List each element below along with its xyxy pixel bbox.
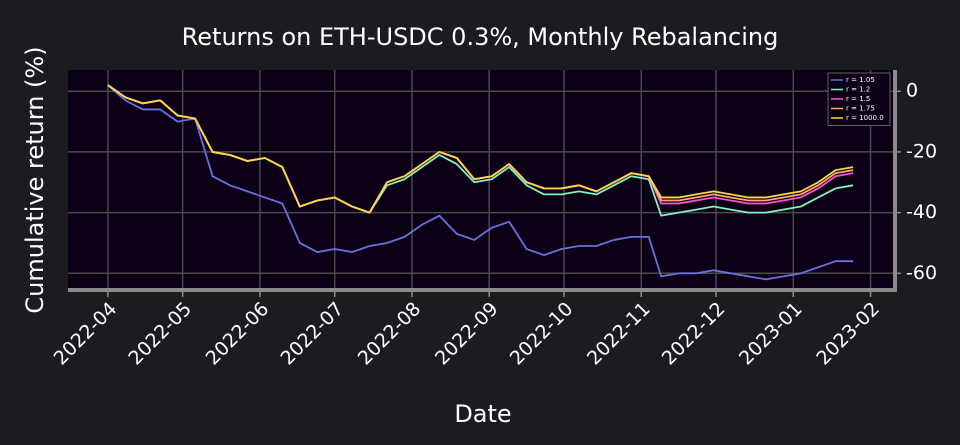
- legend-label: r = 1.75: [846, 105, 875, 113]
- lines: [107, 84, 854, 281]
- y-axis-label: Cumulative return (%): [21, 46, 49, 313]
- series-line: [107, 84, 854, 281]
- x-tick-label: 2022-06: [202, 298, 274, 370]
- series-line: [107, 84, 854, 214]
- x-tick-label: 2022-09: [431, 298, 503, 370]
- x-tick-label: 2022-11: [583, 298, 655, 370]
- x-tick-label: 2022-07: [276, 298, 348, 370]
- legend-label: r = 1000.0: [846, 114, 884, 122]
- legend: r = 1.05 r = 1.2r = 1.5 r = 1.75r = 1000.0: [827, 72, 891, 126]
- x-tick-label: 2022-05: [124, 298, 196, 370]
- x-tick-label: 2022-04: [50, 298, 122, 370]
- plot-area: [68, 70, 893, 290]
- y-tick-label: -20: [906, 140, 937, 162]
- x-tick-label: 2023-02: [812, 298, 884, 370]
- y-tick-label: -40: [906, 201, 937, 223]
- x-tick-label: 2022-12: [658, 298, 730, 370]
- x-tick-label: 2023-01: [735, 298, 807, 370]
- y-tick-label: 0: [906, 80, 918, 102]
- x-tick-label: 2022-10: [506, 298, 578, 370]
- x-axis-label: Date: [454, 400, 511, 428]
- y-tick-label: -60: [906, 262, 937, 284]
- legend-label: r = 1.05: [846, 76, 875, 84]
- legend-label: r = 1.5: [846, 95, 870, 103]
- x-tick-label: 2022-08: [354, 298, 426, 370]
- legend-label: r = 1.2: [846, 86, 870, 94]
- chart-title: Returns on ETH-USDC 0.3%, Monthly Rebala…: [182, 23, 779, 51]
